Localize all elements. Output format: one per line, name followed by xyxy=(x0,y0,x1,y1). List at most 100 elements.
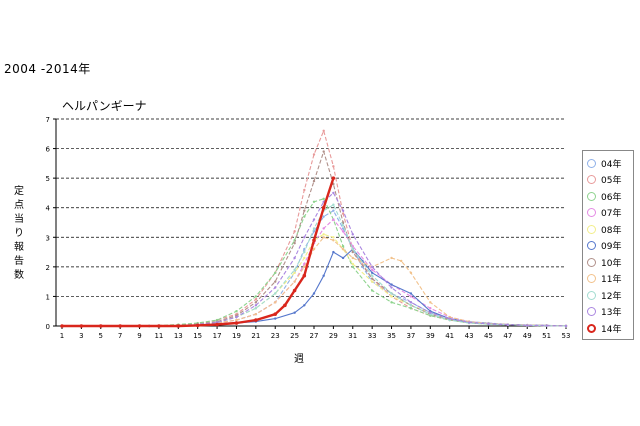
series-point xyxy=(254,312,258,316)
x-tick-label: 51 xyxy=(542,332,551,340)
series-point xyxy=(293,230,296,233)
series-point xyxy=(98,324,103,328)
series-point xyxy=(409,307,413,310)
series-point xyxy=(321,205,326,210)
legend-swatch xyxy=(587,158,596,168)
series-point xyxy=(409,295,413,298)
x-tick-label: 25 xyxy=(290,332,299,340)
series-point xyxy=(293,242,296,245)
x-tick-label: 7 xyxy=(118,332,122,340)
series-point xyxy=(254,301,258,304)
series-point xyxy=(390,283,393,286)
legend-swatch xyxy=(587,257,596,267)
series-point xyxy=(341,256,345,260)
x-tick-label: 39 xyxy=(426,332,435,340)
legend-swatch xyxy=(587,323,596,333)
series-point xyxy=(283,303,287,308)
y-tick-label: 6 xyxy=(46,146,51,154)
series-point xyxy=(303,247,306,251)
x-tick-label: 45 xyxy=(484,332,493,340)
series-point xyxy=(235,318,238,322)
series-point xyxy=(215,322,219,327)
y-tick-label: 3 xyxy=(46,234,50,242)
legend-swatch xyxy=(587,290,596,300)
series-point xyxy=(254,295,258,298)
series-point xyxy=(235,310,238,313)
legend-item: 13年 xyxy=(587,305,621,319)
series-point xyxy=(341,224,345,227)
legend-swatch xyxy=(587,307,596,316)
series-line-07年 xyxy=(62,218,567,327)
x-tick-label: 33 xyxy=(368,332,377,340)
series-point xyxy=(274,280,277,283)
series-point xyxy=(274,301,277,304)
series-point xyxy=(400,259,403,263)
series-point xyxy=(137,324,142,328)
legend-item: 11年 xyxy=(587,272,621,286)
series-point xyxy=(312,238,316,243)
series-point xyxy=(293,280,296,283)
series-point xyxy=(370,268,374,272)
x-tick-label: 3 xyxy=(79,332,83,340)
legend-swatch xyxy=(587,191,596,201)
series-point xyxy=(293,271,296,274)
y-tick-label: 1 xyxy=(46,293,50,301)
series-point xyxy=(254,307,258,310)
legend-item: 05年 xyxy=(587,173,621,187)
series-point xyxy=(274,317,277,320)
x-tick-label: 41 xyxy=(445,332,454,340)
series-point xyxy=(322,227,325,230)
series-point xyxy=(351,250,354,254)
series-point xyxy=(303,209,306,212)
legend-label: 08年 xyxy=(601,225,622,236)
series-point xyxy=(341,244,345,248)
legend-item: 04年 xyxy=(587,156,621,170)
series-point xyxy=(341,247,345,251)
y-tick-label: 7 xyxy=(46,116,50,124)
legend-label: 05年 xyxy=(601,176,622,186)
series-point xyxy=(331,176,336,180)
series-point xyxy=(390,295,393,298)
series-point xyxy=(234,321,239,325)
x-tick-label: 43 xyxy=(465,332,474,340)
series-point xyxy=(351,256,354,260)
series-point xyxy=(526,324,529,327)
y-axis-label: 定点当り報告数 xyxy=(14,186,24,281)
series-point xyxy=(274,286,277,289)
series-point xyxy=(429,301,432,304)
series-point xyxy=(292,288,297,293)
series-line-13年 xyxy=(62,192,567,327)
series-point xyxy=(370,265,374,269)
legend-item: 14年 xyxy=(587,321,621,335)
series-point xyxy=(293,311,296,314)
x-tick-label: 11 xyxy=(154,332,163,340)
series-point xyxy=(118,324,122,328)
series-point xyxy=(303,215,306,218)
series-point xyxy=(332,165,335,168)
series-point xyxy=(332,203,335,206)
series-line-09年 xyxy=(62,248,567,327)
x-tick-label: 37 xyxy=(406,332,415,340)
legend: 04年 05年 06年 07年 08年 09年 10年 11年 12年 13年 14年 xyxy=(582,150,634,340)
legend-label: 14年 xyxy=(601,324,622,335)
series-point xyxy=(79,324,84,328)
series-point xyxy=(351,233,354,236)
series-point xyxy=(303,236,306,239)
x-tick-label: 23 xyxy=(271,332,280,340)
series-point xyxy=(429,311,432,314)
series-point xyxy=(332,191,335,195)
series-point xyxy=(302,273,307,278)
legend-label: 13年 xyxy=(601,308,622,318)
series-point xyxy=(390,256,393,260)
series-line-14年 xyxy=(62,177,335,328)
series-line-12年 xyxy=(62,204,567,327)
legend-label: 09年 xyxy=(601,242,622,252)
series-point xyxy=(254,304,258,307)
series-point xyxy=(351,262,354,266)
x-tick-label: 47 xyxy=(503,332,512,340)
x-tick-label: 15 xyxy=(193,332,202,340)
series-point xyxy=(370,277,374,280)
series-point xyxy=(448,317,451,320)
legend-swatch xyxy=(587,274,596,283)
